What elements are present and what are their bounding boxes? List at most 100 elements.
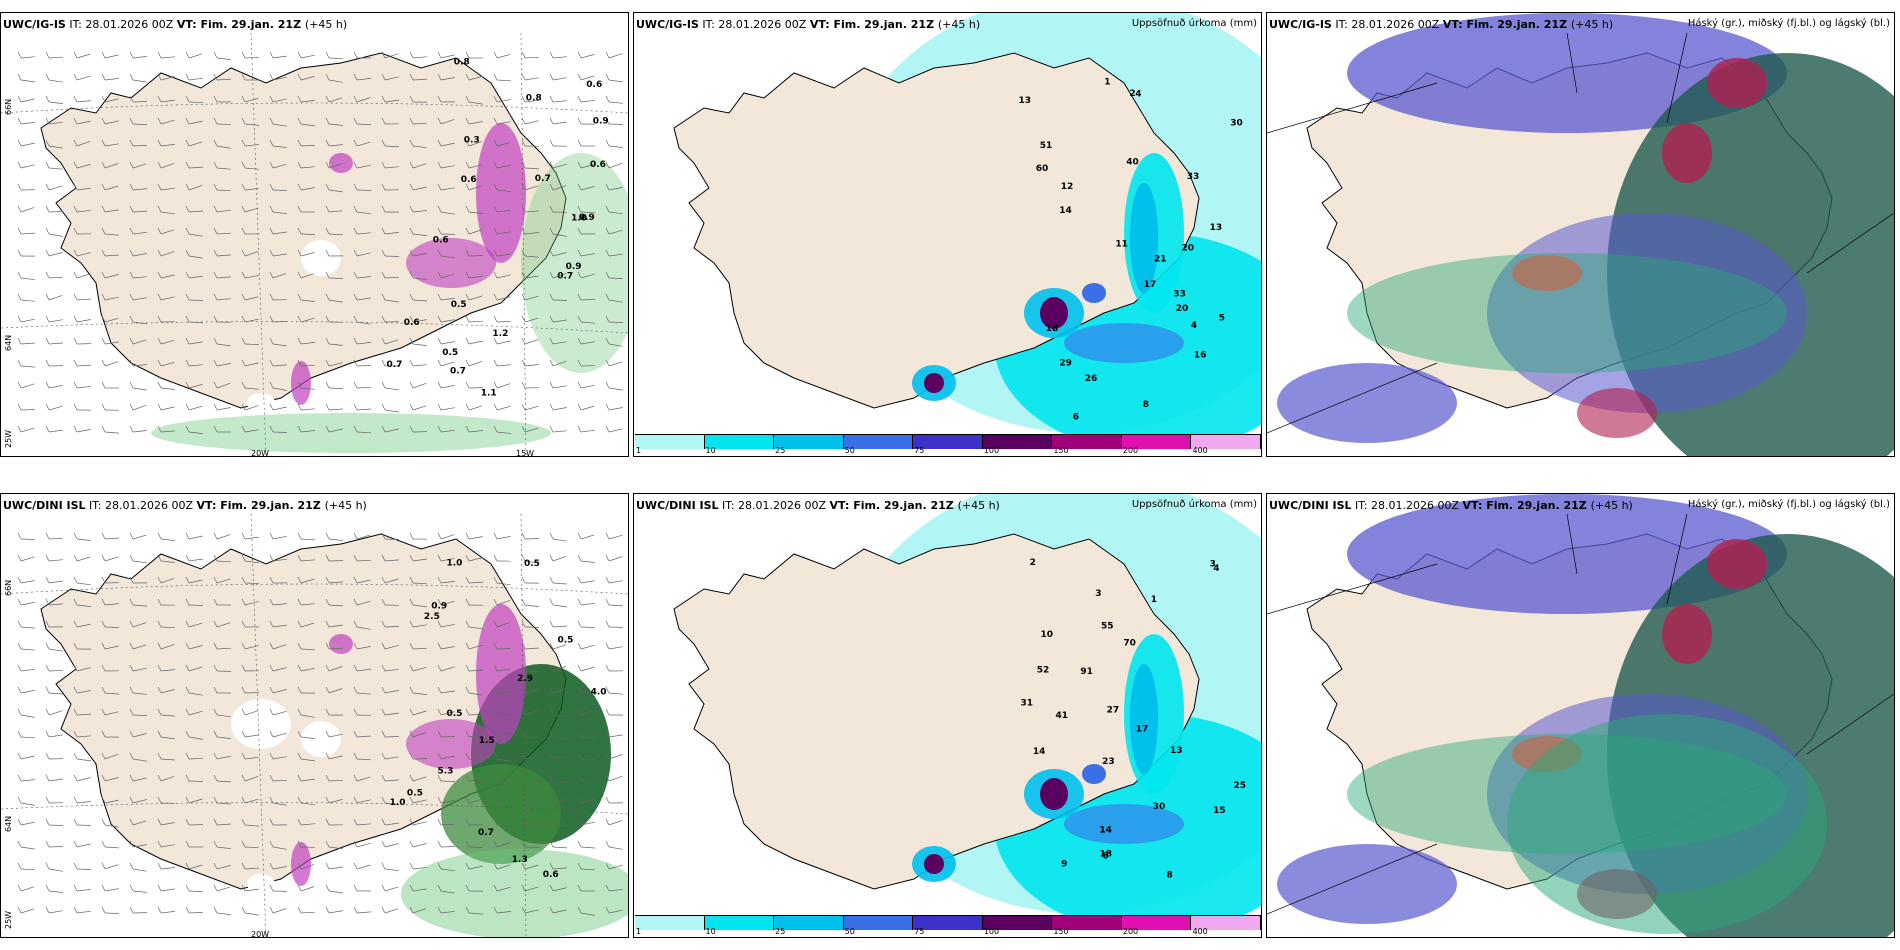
axis-label: 20W: [251, 930, 269, 937]
valid-label: VT:: [809, 18, 830, 31]
value-label: 5: [1219, 314, 1225, 324]
scale-tick-label: 200: [1122, 927, 1139, 936]
precip-green: [401, 849, 628, 937]
value-label: 23: [1102, 757, 1115, 767]
cloud-mid: [1277, 363, 1457, 443]
scale-segment: [1052, 435, 1122, 449]
value-label: 8: [1143, 400, 1149, 410]
scale-tick-label: 1: [636, 446, 642, 455]
scale-segment: [843, 435, 914, 449]
axis-label: 20W: [251, 449, 269, 456]
value-label: 18: [1100, 850, 1113, 860]
model-name: UWC/IG-IS: [636, 18, 699, 31]
precip-map-panel-ig: 1 2 4 13 30 51 40 60 33 12 14 13 11 21 20 17 33 20 5 4 18 16 2…: [633, 12, 1262, 457]
snow-magenta: [329, 634, 353, 654]
cloud-low: [1507, 714, 1827, 934]
model-name: UWC/IG-IS: [1269, 18, 1332, 31]
init-label: IT:: [85, 499, 102, 512]
value-label: 0.7: [450, 367, 466, 377]
precip-color-scale: 1 10 25 50 75 100 150 200 400: [635, 434, 1261, 455]
panel-header: UWC/IG-IS IT: 28.01.2026 00Z VT: Fim. 29…: [1269, 18, 1613, 31]
valid-time: Fim. 29.jan. 21Z: [196, 18, 305, 31]
valid-label: VT:: [176, 18, 197, 31]
precip-band: [1064, 804, 1184, 844]
panel-title: Háský (gr.), miðský (fj.bl.) og lágský (…: [1687, 499, 1890, 510]
value-label: 10: [1041, 630, 1054, 640]
value-label: 55: [1101, 622, 1114, 632]
precip-band: [1064, 323, 1184, 363]
cloud-mid: [1277, 844, 1457, 924]
wind-barbs: [17, 51, 624, 434]
panel-header: UWC/DINI ISL IT: 28.01.2026 00Z VT: Fim.…: [3, 499, 367, 512]
value-label: 1.5: [479, 736, 495, 746]
value-label: 14: [1099, 825, 1112, 835]
value-label: 31: [1021, 698, 1034, 708]
panel-header: UWC/DINI ISL IT: 28.01.2026 00Z VT: Fim.…: [636, 499, 1000, 512]
value-label: 1.3: [512, 855, 528, 865]
valid-time: Fim. 29.jan. 21Z: [1482, 499, 1591, 512]
glacier: [247, 874, 275, 894]
value-label: 0.5: [451, 300, 467, 310]
init-time: 28.01.2026 00Z: [714, 18, 810, 31]
scale-segment: [982, 435, 1053, 449]
scale-segment: [704, 916, 775, 930]
region-borders: [1267, 513, 1894, 915]
precip-peak: [924, 854, 944, 874]
value-label: 13: [1019, 96, 1032, 106]
value-label: 0.6: [543, 870, 559, 880]
panel-title: Háský (gr.), miðský (fj.bl.) og lágský (…: [1687, 18, 1890, 29]
scale-tick-label: 150: [1053, 446, 1069, 455]
init-time: 28.01.2026 00Z: [734, 499, 830, 512]
scale-tick-label: 100: [983, 446, 1000, 455]
precip-darkgreen: [441, 764, 561, 864]
value-label: 27: [1107, 706, 1120, 716]
value-label: 14: [1033, 747, 1046, 757]
glacier: [231, 699, 291, 749]
scale-segment: [635, 916, 705, 930]
axis-label: 64N: [4, 335, 13, 351]
graticule: [1, 32, 628, 456]
value-label: 1: [1151, 595, 1157, 605]
value-label: 18: [1046, 324, 1059, 334]
value-label: 0.9: [593, 116, 609, 126]
panel-header: UWC/DINI ISL IT: 28.01.2026 00Z VT: Fim.…: [1269, 499, 1633, 512]
scale-tick-label: 400: [1192, 446, 1208, 455]
value-label: 5.3: [438, 766, 454, 776]
init-time: 28.01.2026 00Z: [1347, 18, 1443, 31]
value-label: 41: [1056, 711, 1069, 721]
init-label: IT:: [65, 18, 82, 31]
scale-segment: [635, 435, 705, 449]
region-borders: [1267, 32, 1894, 434]
cloud-high: [1707, 539, 1767, 589]
scale-segment: [1191, 916, 1261, 930]
value-label: 0.6: [590, 160, 606, 170]
value-label: 0.5: [442, 348, 458, 358]
init-label: IT:: [718, 499, 735, 512]
cloud-high: [1662, 604, 1712, 664]
init-time: 28.01.2026 00Z: [81, 18, 177, 31]
init-label: IT:: [1351, 499, 1368, 512]
scale-tick-label: 25: [775, 446, 786, 455]
scale-segment: [774, 916, 844, 930]
scale-tick-label: 50: [844, 927, 855, 936]
glacier: [301, 240, 341, 276]
axis-label: 66N: [4, 99, 13, 115]
axis-label: 66N: [4, 580, 13, 596]
model-name: UWC/DINI ISL: [1269, 499, 1352, 512]
cloud-high: [1512, 255, 1582, 291]
snow-magenta: [476, 604, 526, 744]
value-label: 0.7: [478, 828, 494, 838]
axis-label: 64N: [4, 816, 13, 832]
init-label: IT:: [698, 18, 715, 31]
precip-band: [1130, 664, 1158, 774]
value-label: 1.2: [492, 329, 508, 339]
value-label: 0.5: [524, 559, 540, 569]
lead-time: (+45 h): [1570, 18, 1614, 31]
value-label: 2.9: [517, 674, 533, 684]
graticule: [1, 513, 628, 937]
cloud-high: [1707, 58, 1767, 108]
panel-title: Uppsöfnuð úrkoma (mm): [1131, 18, 1257, 29]
value-label: 30: [1153, 802, 1166, 812]
value-label: 33: [1173, 290, 1186, 300]
value-label: 4.0: [591, 688, 607, 698]
